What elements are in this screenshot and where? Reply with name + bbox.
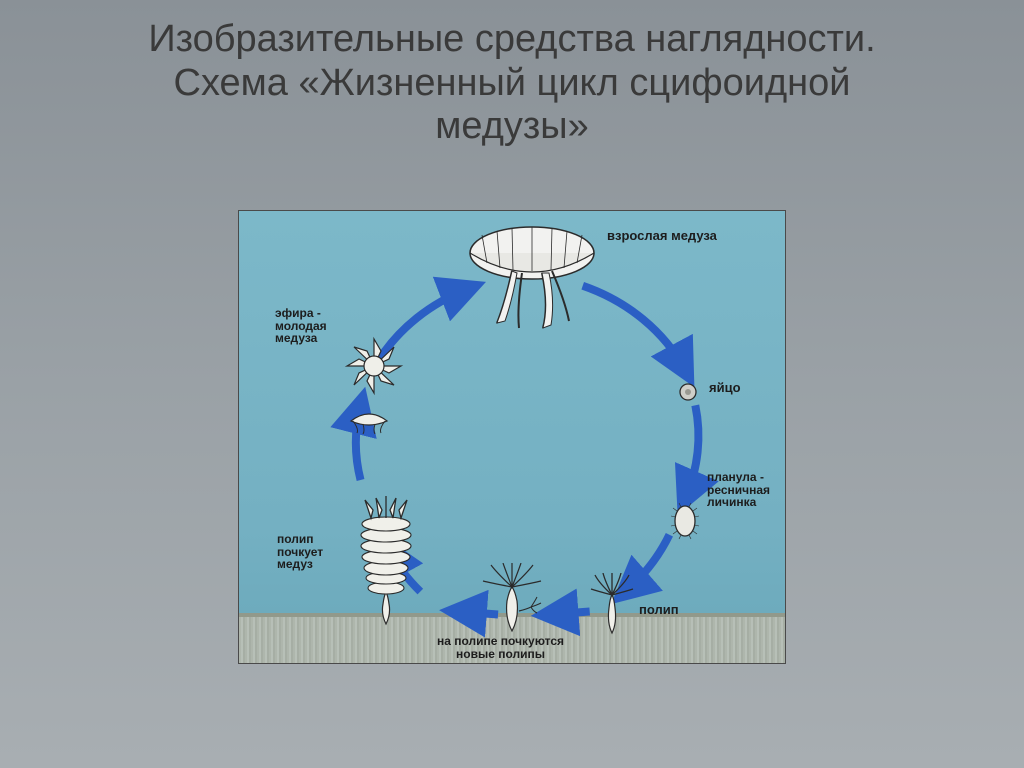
label-polyp: полип	[639, 603, 679, 617]
label-ephyra-l3: медуза	[275, 332, 327, 345]
title-line-1: Изобразительные средства наглядности.	[0, 18, 1024, 62]
label-polyp-bud-l2: новые полипы	[437, 648, 564, 661]
slide: Изобразительные средства наглядности. Сх…	[0, 0, 1024, 768]
label-adult: взрослая медуза	[607, 229, 717, 243]
title-line-3: медузы»	[0, 105, 1024, 149]
strobila-icon	[351, 496, 421, 626]
label-strobila-l1: полип	[277, 533, 323, 546]
label-egg-text: яйцо	[709, 380, 741, 395]
title-line-2: Схема «Жизненный цикл сцифоидной	[0, 62, 1024, 106]
title-block: Изобразительные средства наглядности. Сх…	[0, 0, 1024, 149]
label-adult-text: взрослая медуза	[607, 228, 717, 243]
label-ephyra: эфира - молодая медуза	[275, 307, 327, 345]
planula-icon	[669, 501, 701, 541]
label-planula: планула - ресничная личинка	[707, 471, 770, 509]
label-planula-l3: личинка	[707, 496, 770, 509]
lifecycle-diagram: взрослая медуза яйцо планула - ресничная…	[238, 210, 786, 664]
label-planula-l1: планула -	[707, 471, 770, 484]
detached-disc-icon	[347, 409, 391, 435]
egg-icon	[677, 381, 699, 403]
label-polyp-bud-l1: на полипе почкуются	[437, 635, 564, 648]
budding-polyp-icon	[477, 563, 547, 633]
label-ephyra-l1: эфира -	[275, 307, 327, 320]
label-strobila: полип почкует медуз	[277, 533, 323, 571]
ephyra-icon	[339, 331, 409, 401]
label-polyp-text: полип	[639, 602, 679, 617]
label-egg: яйцо	[709, 381, 741, 395]
label-strobila-l3: медуз	[277, 558, 323, 571]
polyp-icon	[589, 573, 635, 635]
label-polyp-bud: на полипе почкуются новые полипы	[437, 635, 564, 660]
adult-medusa-icon	[457, 223, 607, 333]
